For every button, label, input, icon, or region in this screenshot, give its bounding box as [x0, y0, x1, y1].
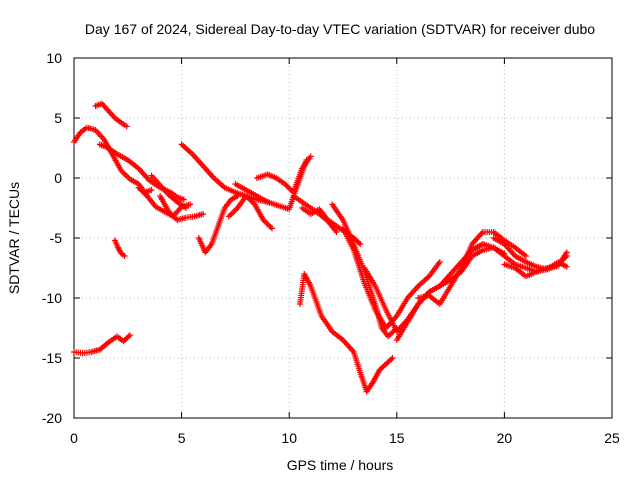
- y-axis-label: SDTVAR / TECUs: [6, 182, 22, 294]
- data-point: [264, 221, 271, 228]
- x-tick-label: 20: [497, 430, 513, 446]
- data-point: [357, 241, 364, 247]
- data-point: [263, 219, 270, 226]
- y-tick-label: -5: [50, 230, 63, 246]
- data-point: [200, 211, 207, 217]
- y-tick-label: 0: [54, 170, 62, 186]
- data-point: [307, 153, 314, 160]
- data-point: [388, 330, 395, 337]
- data-point: [225, 213, 232, 220]
- data-point: [121, 253, 128, 259]
- x-tick-label: 10: [281, 430, 297, 446]
- x-tick-label: 0: [70, 430, 78, 446]
- data-point: [228, 210, 235, 217]
- data-point: [388, 356, 395, 363]
- data-point: [182, 205, 189, 211]
- data-point: [231, 207, 238, 214]
- data-point: [563, 249, 570, 256]
- data-point: [230, 209, 237, 216]
- data-point: [126, 332, 133, 339]
- data-point: [234, 193, 241, 199]
- data-point: [267, 224, 274, 230]
- chart-title: Day 167 of 2024, Sidereal Day-to-day VTE…: [85, 21, 595, 37]
- axis-ticks: 0 5 10 15 20 25 -20 -15 -10 -5 0 5 10: [42, 50, 620, 446]
- data-point: [436, 259, 443, 265]
- data-point: [563, 263, 570, 270]
- x-tick-label: 15: [389, 430, 405, 446]
- x-axis-label: GPS time / hours: [287, 457, 394, 473]
- data-point: [121, 170, 128, 177]
- data-point: [124, 173, 131, 180]
- data-point: [123, 123, 130, 130]
- y-tick-label: 5: [54, 110, 62, 126]
- data-point: [122, 172, 129, 178]
- grid: [74, 58, 612, 418]
- x-tick-label: 25: [604, 430, 620, 446]
- data-point: [284, 183, 291, 190]
- y-tick-label: -20: [42, 410, 62, 426]
- x-tick-label: 5: [178, 430, 186, 446]
- data-point: [268, 225, 275, 232]
- y-tick-label: -15: [42, 350, 62, 366]
- data-points: [71, 100, 570, 395]
- data-point: [333, 229, 340, 235]
- y-tick-label: -10: [42, 290, 62, 306]
- data-point: [148, 187, 155, 193]
- data-point: [355, 239, 362, 246]
- data-point: [125, 333, 132, 340]
- data-point: [522, 253, 529, 259]
- data-point: [187, 201, 194, 208]
- data-point: [227, 212, 234, 218]
- data-point: [389, 355, 396, 361]
- y-tick-label: 10: [46, 50, 62, 66]
- data-point: [266, 222, 273, 229]
- data-point: [180, 196, 187, 203]
